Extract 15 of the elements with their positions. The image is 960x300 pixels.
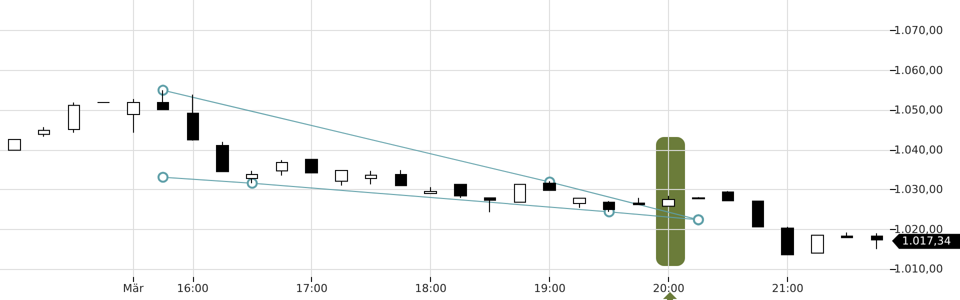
x-tick-label: 18:00 xyxy=(414,282,447,295)
x-tick-label: Mär xyxy=(122,282,144,295)
y-tick-label: 1.030,00 xyxy=(894,183,943,196)
y-tick-label: 1.020,00 xyxy=(894,222,943,236)
y-tick-label: 1.040,00 xyxy=(894,143,943,156)
y-tick-label: 1.070,00 xyxy=(894,24,943,38)
y-tick-label: 1.010,00 xyxy=(894,262,943,276)
text: 1.017,34 xyxy=(902,234,951,248)
x-tick-label: 19:00 xyxy=(534,282,566,295)
x-tick-label: 20:00 xyxy=(652,282,685,295)
x-tick-label: 16:00 xyxy=(176,282,209,295)
y-tick-label: 1.060,00 xyxy=(894,64,943,77)
x-tick-label: 21:00 xyxy=(772,282,804,295)
x-tick-label: 17:00 xyxy=(296,282,328,295)
y-tick-label: 1.050,00 xyxy=(894,104,943,117)
